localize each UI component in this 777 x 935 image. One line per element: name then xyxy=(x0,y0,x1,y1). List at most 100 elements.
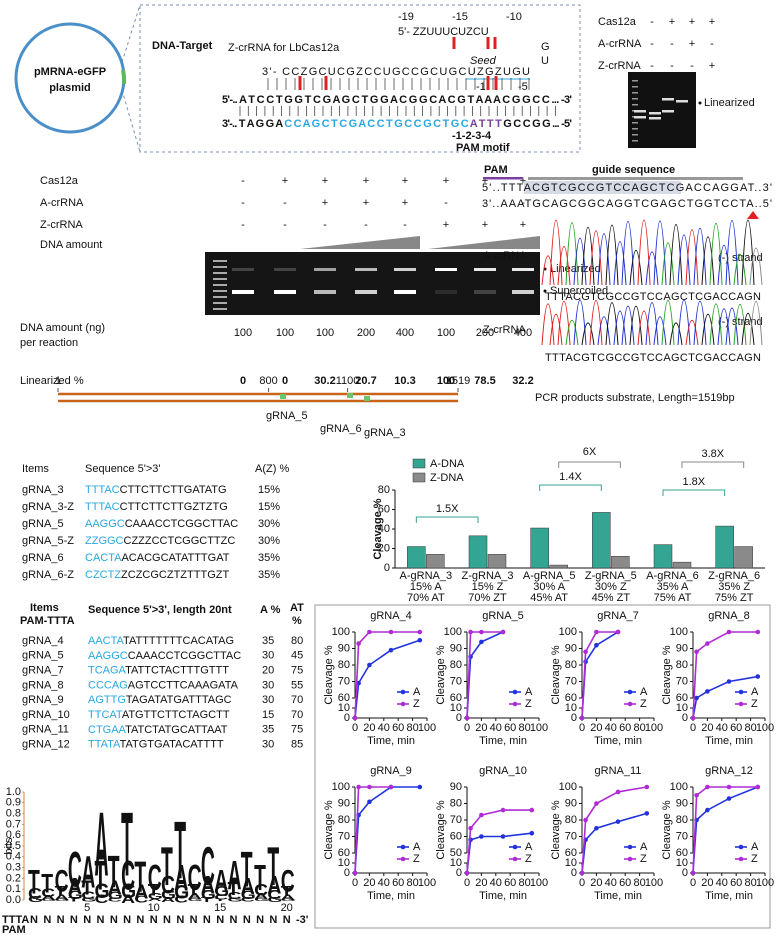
legend-label: A xyxy=(413,686,421,698)
chromatogram-peak xyxy=(669,224,683,286)
sign: + xyxy=(482,175,488,187)
y-axis-label: Cleavage % xyxy=(661,645,673,705)
table-cell: 35 xyxy=(262,635,274,647)
table-cell: 30% xyxy=(258,535,280,547)
table-cell: gRNA_4 xyxy=(22,635,64,647)
legend-marker xyxy=(400,701,406,707)
x-tick-label: 100 xyxy=(645,722,663,734)
logo-letter: A xyxy=(134,881,148,903)
logo-letter: A xyxy=(68,875,82,900)
y-tick-label: 70 xyxy=(676,830,688,842)
marker-band xyxy=(632,92,638,94)
amount: 200 xyxy=(357,327,375,339)
y-tick-label: 90 xyxy=(676,642,688,654)
sign: - xyxy=(483,197,487,209)
bar xyxy=(672,561,692,569)
seq-pam: ZZGGC xyxy=(85,535,124,547)
gel-band xyxy=(512,268,534,271)
logo-letter: C xyxy=(188,859,202,899)
logo-pam-seq: TTTA xyxy=(2,914,29,926)
crrna-3: 3'- CCZGCUCGZCCUGCCGCUGCUZGZUGU xyxy=(262,66,530,78)
x-tick-label: 0 xyxy=(579,722,585,734)
series-point xyxy=(388,629,394,635)
crrna-title: Z-crRNA for LbCas12a xyxy=(228,42,340,54)
chromatogram-peak xyxy=(749,301,763,346)
y-tick-label: 70 xyxy=(565,830,577,842)
chromatogram-peak xyxy=(637,219,651,286)
chromatogram-peak xyxy=(621,220,635,286)
table-cell: 35% xyxy=(258,552,280,564)
sign: - xyxy=(670,60,674,72)
marker-band xyxy=(632,98,638,100)
logo-letter: G xyxy=(55,897,70,902)
sign: - xyxy=(650,38,654,50)
x-tick-label: 0 xyxy=(352,877,358,889)
logo-end: -3' xyxy=(296,914,309,926)
series-point xyxy=(468,825,473,831)
logo-letter: A xyxy=(81,847,95,898)
crrna-5: 5'- ZZUUUCUZCU xyxy=(398,26,489,38)
series-point xyxy=(479,812,484,818)
x-tick-label: 40 xyxy=(716,877,728,889)
x-tick-label: 20 xyxy=(363,877,375,889)
series-point xyxy=(500,629,506,635)
logo-letter: G xyxy=(28,896,43,905)
logo-n: N xyxy=(190,914,198,926)
logo-letter: C xyxy=(121,852,135,898)
logo-letter: A xyxy=(161,896,176,904)
substrate-tick-label: 1519 xyxy=(446,375,470,387)
x-tick-label: 0 xyxy=(690,722,696,734)
guide-site xyxy=(347,393,353,398)
series-point xyxy=(594,629,599,635)
x-tick-label: 100 xyxy=(418,722,436,734)
sign: + xyxy=(322,197,328,209)
table-sequence: ZZGGCCZZZCCTCGGCTTZC xyxy=(85,535,235,547)
gel-band xyxy=(649,117,661,120)
logo-letter: G xyxy=(201,888,216,902)
logo-letter: T xyxy=(201,896,213,904)
x-axis-label: Time, min xyxy=(594,890,642,902)
guide-site xyxy=(364,396,370,401)
series-point xyxy=(579,870,585,876)
series-point xyxy=(705,689,710,694)
zoom-line xyxy=(121,89,141,153)
seq-pam: AAGGC xyxy=(85,518,125,530)
mismatch-mark xyxy=(298,76,302,90)
x-tick-label: 40 xyxy=(378,722,390,734)
logo-letter: C xyxy=(254,881,268,899)
table-cell: 15% xyxy=(258,501,280,513)
legend-marker xyxy=(400,856,406,862)
top-strand: 5'-.. A T C C T G G T C G A G C T G G A … xyxy=(222,94,572,106)
chromatogram-peak xyxy=(693,300,707,346)
x-tick-sublabel: 45% ZT xyxy=(592,592,631,604)
logo-letter: C xyxy=(41,886,55,900)
x-tick-label: 80 xyxy=(518,877,530,889)
series-point xyxy=(417,784,423,790)
bar xyxy=(653,544,673,569)
logo-letter: A xyxy=(148,897,162,902)
legend-swatch xyxy=(412,458,426,469)
y-tick-label: 80 xyxy=(450,659,462,671)
table-sequence: AGTTGTAGATATGATTTAGC xyxy=(88,694,232,706)
logo-letter: T xyxy=(68,896,80,903)
logo-letter: A xyxy=(108,877,122,900)
sign: + xyxy=(363,175,369,187)
table-cell: gRNA_5-Z xyxy=(22,535,74,547)
chromatogram-peak xyxy=(749,247,763,286)
x-tick-label: 60 xyxy=(504,877,516,889)
logo-n: N xyxy=(150,914,158,926)
seq-body: TATTTTTTTCACATAG xyxy=(123,635,234,647)
seq-pam: TCAGA xyxy=(88,665,127,677)
logo-letter: C xyxy=(108,897,122,903)
sign: + xyxy=(443,175,449,187)
chromatogram-peak xyxy=(685,229,699,286)
marker-band xyxy=(213,290,227,292)
marker-band xyxy=(632,80,638,82)
logo-letter: G xyxy=(68,889,83,902)
logo-letter: T xyxy=(108,847,120,898)
table-cell: gRNA_10 xyxy=(22,709,70,721)
gel-band xyxy=(232,290,254,294)
marker-band xyxy=(632,86,638,88)
logo-letter: C xyxy=(161,871,175,899)
